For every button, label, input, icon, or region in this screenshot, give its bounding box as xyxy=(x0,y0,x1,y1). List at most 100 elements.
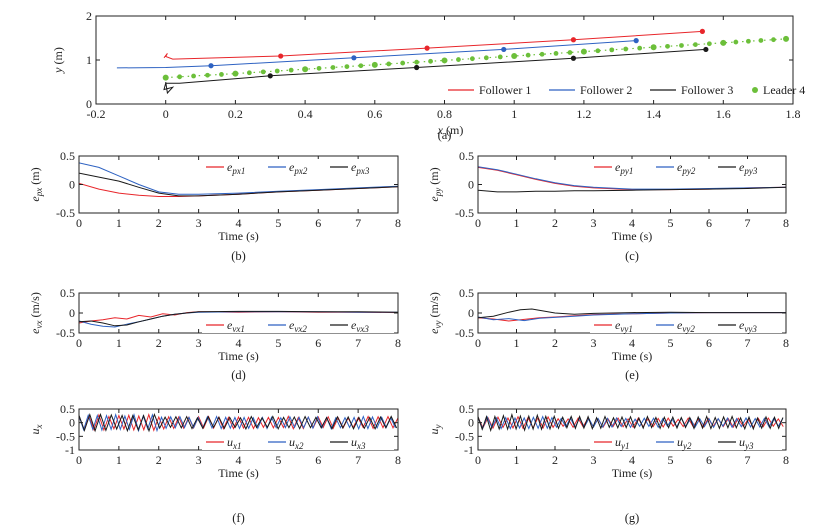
x-tick-label: 6 xyxy=(706,216,712,230)
data-point xyxy=(330,65,336,70)
legend-label: uy1 xyxy=(615,435,630,451)
data-point xyxy=(511,53,518,60)
x-tick-label: 7 xyxy=(745,216,751,230)
data-point xyxy=(553,51,559,56)
x-tick-label: 2 xyxy=(552,336,558,350)
x-tick-label: 1 xyxy=(514,336,520,350)
legend-box xyxy=(442,80,791,100)
x-tick-label: 5 xyxy=(275,453,281,467)
y-axis-label: evx (m/s) xyxy=(28,292,44,334)
x-axis-label: Time (s) xyxy=(612,349,653,363)
data-point xyxy=(580,48,587,55)
legend-label: ux3 xyxy=(351,435,366,451)
data-point xyxy=(177,74,183,80)
legend-box xyxy=(202,317,394,333)
series-line-leader-4 xyxy=(165,38,787,79)
data-point xyxy=(414,64,420,71)
x-tick-label: 1 xyxy=(514,216,520,230)
series-line-follower-3 xyxy=(163,48,706,95)
data-point xyxy=(274,68,280,74)
data-point xyxy=(637,45,643,51)
y-tick-label: 1 xyxy=(86,53,92,67)
legend-label: Follower 2 xyxy=(580,83,632,97)
data-point xyxy=(497,54,503,60)
x-tick-label: 3 xyxy=(196,216,202,230)
subfigure-label: (f) xyxy=(232,511,245,525)
data-point xyxy=(567,50,573,55)
x-tick-label: 3 xyxy=(196,453,202,467)
y-tick-label: 0.5 xyxy=(60,286,75,300)
data-point xyxy=(706,41,712,47)
series-line-e_py3 xyxy=(478,186,786,193)
y-tick-label: 0.5 xyxy=(459,402,474,416)
x-tick-label: 2 xyxy=(156,336,162,350)
x-tick-label: -0.2 xyxy=(87,107,106,121)
data-point xyxy=(745,38,751,44)
legend-label: uy3 xyxy=(739,435,754,451)
x-tick-label: 8 xyxy=(783,216,789,230)
x-axis-label: x (m) xyxy=(437,123,464,137)
data-point xyxy=(699,28,705,34)
data-point xyxy=(693,42,698,47)
x-tick-label: 4 xyxy=(629,453,635,467)
legend-label: evx2 xyxy=(289,318,307,334)
data-point xyxy=(208,63,214,69)
series-line-e_px2 xyxy=(79,162,398,195)
y-tick-label: 0.5 xyxy=(459,149,474,163)
y-tick-label: -0.5 xyxy=(56,429,75,443)
data-point xyxy=(758,38,764,43)
x-tick-label: 4 xyxy=(236,216,242,230)
series-line-e_vy3 xyxy=(478,308,786,319)
x-tick-label: 1.4 xyxy=(646,107,661,121)
data-point xyxy=(595,48,601,54)
legend-label: epx1 xyxy=(227,160,245,176)
x-tick-label: 3 xyxy=(196,336,202,350)
data-point xyxy=(771,37,776,43)
legend-label: epy1 xyxy=(615,160,633,176)
x-tick-label: 8 xyxy=(395,216,401,230)
x-tick-label: 1 xyxy=(511,107,517,121)
x-tick-label: 5 xyxy=(275,216,281,230)
y-tick-label: 0.5 xyxy=(60,402,75,416)
legend-label: epy3 xyxy=(739,160,758,176)
x-tick-label: 3 xyxy=(591,216,597,230)
y-tick-label: 0.5 xyxy=(60,149,75,163)
data-point xyxy=(414,59,420,65)
data-point xyxy=(650,44,657,51)
data-point xyxy=(219,72,224,77)
x-tick-label: 1 xyxy=(116,216,122,230)
series-line-e_px3 xyxy=(79,172,398,197)
x-tick-label: 0 xyxy=(76,453,82,467)
data-point xyxy=(428,58,433,64)
data-point xyxy=(302,66,309,73)
data-point xyxy=(623,46,629,52)
series-line-follower-2 xyxy=(116,40,637,69)
y-tick-label: -1 xyxy=(65,443,75,457)
y-tick-label: -0.5 xyxy=(455,326,474,340)
x-axis-label: Time (s) xyxy=(218,229,259,243)
legend-label: uy2 xyxy=(677,435,692,451)
data-point xyxy=(351,55,357,61)
data-point xyxy=(424,45,430,51)
series-line-u_y3 xyxy=(478,412,784,433)
series-line-e_vx3 xyxy=(79,310,398,327)
x-tick-label: 1.8 xyxy=(786,107,801,121)
data-point xyxy=(371,61,378,68)
legend-label: evx3 xyxy=(351,318,369,334)
y-tick-label: 2 xyxy=(86,9,92,23)
x-tick-label: 8 xyxy=(783,453,789,467)
legend-label: Leader 4 xyxy=(763,83,805,97)
legend-box xyxy=(202,434,394,450)
series-line-u_y2 xyxy=(478,415,784,430)
data-point xyxy=(570,37,577,43)
legend-box xyxy=(590,317,782,333)
legend-box xyxy=(590,159,782,175)
data-point xyxy=(609,47,615,53)
x-tick-label: 5 xyxy=(668,216,674,230)
x-tick-label: 7 xyxy=(745,336,751,350)
x-tick-label: 4 xyxy=(629,336,635,350)
data-point xyxy=(441,57,448,64)
